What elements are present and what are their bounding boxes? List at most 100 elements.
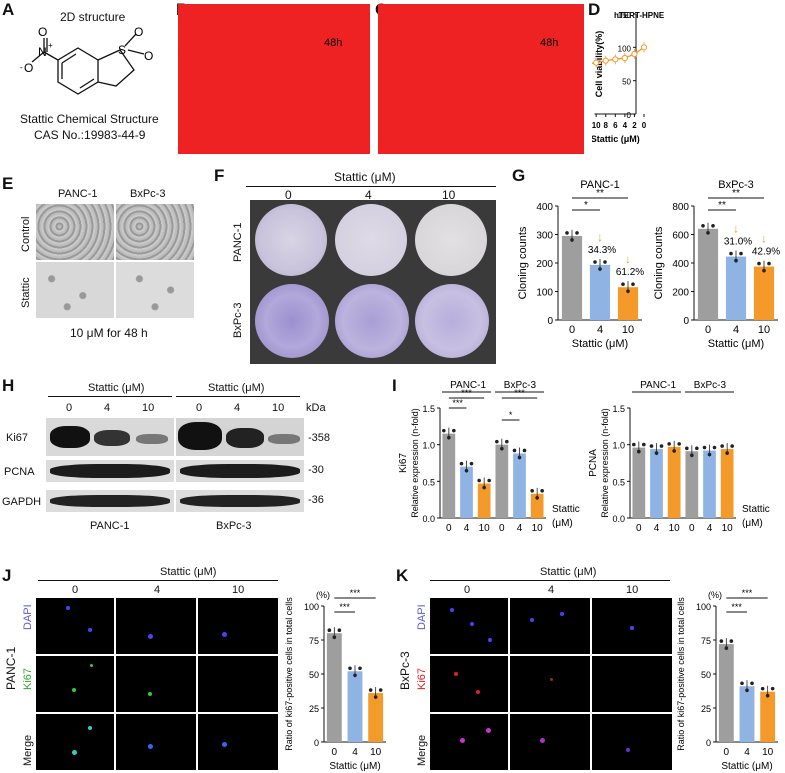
k-col-4: 4 bbox=[548, 584, 555, 596]
h-cell-panc1: PANC-1 bbox=[90, 520, 130, 532]
bar bbox=[589, 264, 611, 320]
j-header: Stattic (μM) bbox=[160, 566, 217, 578]
h-line-left bbox=[48, 396, 172, 397]
data-point bbox=[602, 57, 609, 64]
data-point bbox=[540, 489, 544, 493]
y-tick-label: 400 bbox=[672, 259, 689, 270]
e-row-stattic: Stattic bbox=[20, 277, 32, 308]
h-dose-4: 0 bbox=[196, 402, 203, 414]
y-tick-label: 0 bbox=[627, 111, 632, 120]
x-tick-label: 0 bbox=[636, 523, 642, 534]
atom-o3: O bbox=[134, 26, 143, 39]
bar bbox=[632, 447, 646, 518]
data-point bbox=[640, 44, 648, 51]
x-tick-label: 4 bbox=[707, 523, 713, 534]
data-point bbox=[593, 59, 600, 66]
plate-bxpc3-4 bbox=[335, 284, 409, 358]
y-tick-label: 25 bbox=[701, 704, 711, 714]
sig-mark: *** bbox=[350, 588, 361, 598]
bar bbox=[530, 493, 544, 518]
y-tick-label: 75 bbox=[309, 636, 319, 646]
panel-label-a: A bbox=[2, 0, 15, 19]
panel-label-f: F bbox=[214, 166, 225, 185]
data-point bbox=[685, 446, 689, 451]
data-point bbox=[337, 628, 342, 632]
bar bbox=[720, 449, 734, 518]
data-point bbox=[495, 439, 499, 444]
k-row-merge: Merge bbox=[416, 734, 428, 766]
data-point bbox=[178, 4, 370, 154]
x-tick-label: 0 bbox=[332, 747, 338, 758]
y-tick-label: 1.0 bbox=[422, 441, 435, 451]
data-point bbox=[477, 478, 481, 483]
j-col-10: 10 bbox=[232, 584, 245, 596]
data-point bbox=[373, 695, 378, 699]
h-dose-2: 4 bbox=[104, 402, 111, 414]
percent-decrease: 42.9% bbox=[752, 247, 780, 258]
panel-label-h: H bbox=[2, 376, 15, 395]
group-label: BxPc-3 bbox=[694, 380, 727, 391]
micrograph-panc1-control bbox=[36, 204, 114, 260]
data-point bbox=[530, 489, 534, 493]
sig-mark: ** bbox=[596, 188, 604, 199]
j-cell-label: PANC-1 bbox=[4, 646, 18, 690]
data-point bbox=[517, 455, 522, 460]
x-tick-label: 0 bbox=[446, 523, 452, 534]
x-axis-label: Stattic (μM) bbox=[708, 338, 764, 350]
x-tick-label: 4 bbox=[623, 121, 628, 130]
chart-j-ratio: 0 25 50 75 100 0 4 10 Stattic (μM) Ratio of ki67-… bbox=[284, 588, 386, 772]
bar bbox=[368, 693, 384, 742]
y-tick-label: 0.5 bbox=[612, 477, 625, 487]
data-point bbox=[654, 451, 659, 455]
y-axis-label: Ratio of ki67-positive cells in total ce… bbox=[676, 597, 686, 751]
bar bbox=[460, 466, 473, 518]
x-tick-label: 8 bbox=[604, 121, 609, 130]
structure-caption: Stattic Chemical Structure bbox=[20, 112, 159, 126]
data-point bbox=[760, 686, 765, 691]
f-col-0: 0 bbox=[285, 188, 292, 202]
bar bbox=[442, 433, 456, 518]
data-point bbox=[459, 461, 464, 466]
data-point bbox=[621, 282, 625, 287]
x-tick-label: 4 bbox=[517, 523, 523, 534]
y-tick-label: 200 bbox=[536, 259, 553, 270]
data-point bbox=[672, 449, 676, 453]
data-point bbox=[505, 439, 509, 444]
h-dose-1: 0 bbox=[66, 402, 73, 414]
data-point bbox=[332, 635, 337, 639]
y-tick-label: 0 bbox=[683, 316, 689, 327]
data-point bbox=[353, 673, 357, 678]
data-point bbox=[570, 238, 574, 242]
k-header-line bbox=[430, 580, 670, 581]
bar bbox=[617, 287, 639, 320]
y-axis-sublabel: Ki67 bbox=[398, 453, 409, 473]
blot-ki67-bxpc3 bbox=[176, 418, 304, 456]
data-point bbox=[677, 442, 681, 446]
data-point bbox=[706, 231, 710, 235]
data-point bbox=[487, 478, 491, 483]
data-point bbox=[593, 260, 597, 264]
y-tick-label: 0.0 bbox=[612, 514, 625, 524]
chart-title: PANC-1 bbox=[580, 179, 620, 191]
data-point bbox=[739, 251, 743, 256]
bar bbox=[697, 228, 719, 320]
percent-decrease: 34.3% bbox=[588, 245, 616, 256]
y-axis-label: Relative expression (n-fold) bbox=[600, 408, 610, 518]
h-dose-5: 4 bbox=[234, 402, 241, 414]
atom-n: N bbox=[38, 45, 47, 59]
x-tick-label: 0 bbox=[569, 324, 575, 336]
plate-panc1-4 bbox=[335, 204, 407, 276]
bar bbox=[513, 453, 526, 518]
chart-i-ki67: 0.0 0.5 1.0 1.5 0 4 10 0 4 10 Relative expression … bbox=[398, 380, 580, 534]
e-caption: 10 μM for 48 h bbox=[70, 326, 148, 340]
y-tick-label: 150 bbox=[618, 11, 632, 20]
y-tick-label: 50 bbox=[309, 670, 319, 680]
data-point bbox=[575, 231, 579, 235]
data-point bbox=[612, 56, 619, 63]
x-tick-label: 10 bbox=[758, 324, 770, 336]
y-tick-label: 200 bbox=[672, 288, 689, 299]
y-tick-label: 25 bbox=[309, 704, 319, 714]
decrease-arrow: ↓ bbox=[597, 230, 603, 244]
j-row-merge: Merge bbox=[22, 734, 34, 766]
h-mw-358: -358 bbox=[308, 432, 331, 444]
